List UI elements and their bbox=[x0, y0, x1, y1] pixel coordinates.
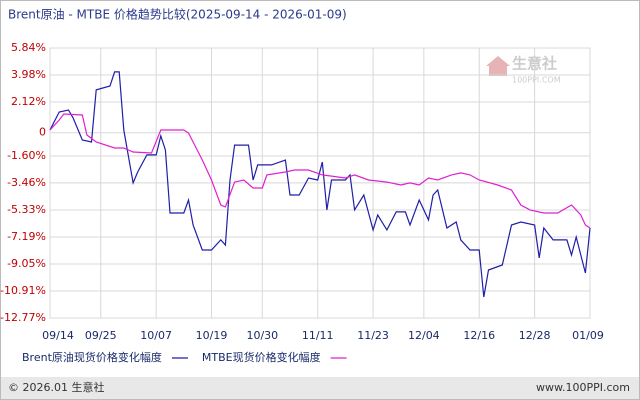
x-tick-label: 12/28 bbox=[519, 329, 551, 342]
y-tick-label: -10.91% bbox=[0, 284, 46, 297]
y-tick-label: 3.98% bbox=[11, 68, 46, 81]
x-tick-label: 12/16 bbox=[463, 329, 495, 342]
legend-label: MTBE现货价格变化幅度 bbox=[202, 350, 321, 364]
watermark-sub: 100PPI.COM bbox=[512, 76, 561, 85]
footer-right: www.100PPI.com bbox=[536, 381, 630, 394]
y-tick-label: -9.05% bbox=[7, 257, 46, 270]
x-tick-label: 11/11 bbox=[302, 329, 334, 342]
x-tick-label: 01/09 bbox=[572, 329, 604, 342]
x-tick-label: 10/30 bbox=[246, 329, 278, 342]
y-tick-label: -3.46% bbox=[7, 176, 46, 189]
line-series bbox=[49, 71, 591, 298]
watermark: 生意社 100PPI.COM bbox=[486, 55, 561, 85]
x-tick-label: 10/19 bbox=[196, 329, 228, 342]
x-tick-label: 11/23 bbox=[357, 329, 389, 342]
footer-bar bbox=[1, 377, 639, 399]
watermark-logo bbox=[486, 56, 510, 76]
x-tick-label: 09/14 bbox=[42, 329, 74, 342]
y-tick-label: -1.60% bbox=[7, 149, 46, 162]
y-tick-label: -7.19% bbox=[7, 230, 46, 243]
line-series bbox=[49, 113, 591, 229]
x-tick-label: 12/04 bbox=[408, 329, 440, 342]
x-tick-label: 10/07 bbox=[140, 329, 172, 342]
x-tick-label: 09/25 bbox=[85, 329, 117, 342]
y-tick-label: 2.12% bbox=[11, 95, 46, 108]
y-tick-label: -5.33% bbox=[7, 203, 46, 216]
legend: Brent原油现货价格变化幅度 MTBE现货价格变化幅度 bbox=[22, 350, 347, 364]
y-tick-label: 5.84% bbox=[11, 41, 46, 54]
y-tick-label: 0 bbox=[39, 126, 46, 139]
legend-label: Brent原油现货价格变化幅度 bbox=[22, 350, 162, 364]
footer-left: © 2026.01 生意社 bbox=[8, 380, 104, 394]
y-tick-label: -12.77% bbox=[0, 311, 46, 324]
chart-title: Brent原油 - MTBE 价格趋势比较(2025-09-14 - 2026-… bbox=[8, 7, 347, 22]
